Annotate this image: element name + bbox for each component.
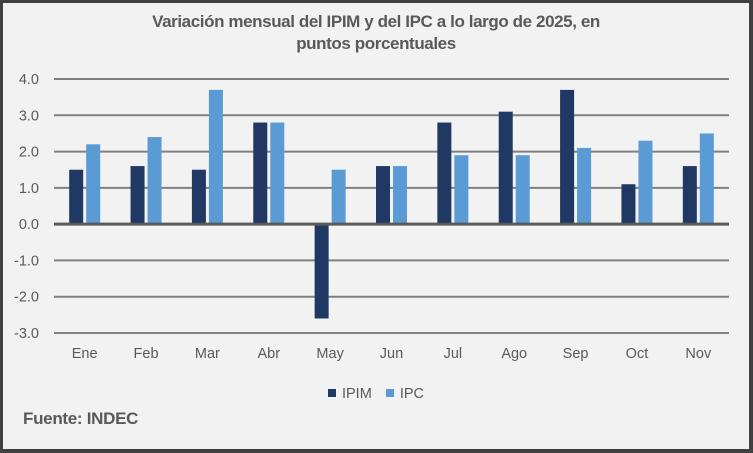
legend-label-ipim: IPIM xyxy=(341,386,372,402)
y-axis-ticks: 4.0 3.0 2.0 1.0 0.0 -1.0 -2.0 -3.0 xyxy=(14,72,39,342)
bar-ipim-sep xyxy=(560,89,575,225)
x-category-label: Mar xyxy=(195,346,220,362)
bar-ipim-jul xyxy=(437,122,452,225)
x-category-label: Jul xyxy=(444,346,463,362)
chart-title: Variación mensual del IPIM y del IPC a l… xyxy=(3,11,749,55)
y-tick-label: 3.0 xyxy=(19,108,39,124)
chart-title-line-2: puntos porcentuales xyxy=(296,34,456,53)
bar-chart: 4.0 3.0 2.0 1.0 0.0 -1.0 -2.0 -3.0 Ene Feb Mar Abr… xyxy=(14,72,729,362)
x-category-label: Nov xyxy=(685,346,712,362)
x-category-label: Abr xyxy=(257,346,280,362)
x-category-label: Ago xyxy=(501,346,527,362)
x-category-label: Feb xyxy=(134,346,159,362)
bar-ipc-ene xyxy=(86,144,101,225)
bar-ipc-abr xyxy=(270,122,285,225)
bar-ipim-feb xyxy=(130,166,145,225)
bar-ipim-oct xyxy=(621,184,636,225)
legend: IPIM IPC xyxy=(3,386,749,402)
bar-ipc-mar xyxy=(208,89,223,225)
bar-ipim-ene xyxy=(69,169,84,225)
bar-ipc-ago xyxy=(515,155,530,225)
x-category-label: May xyxy=(316,346,344,362)
y-tick-label: 4.0 xyxy=(19,72,39,88)
gridlines xyxy=(54,78,729,334)
bar-ipim-abr xyxy=(253,122,268,225)
x-category-label: Jun xyxy=(380,346,403,362)
bar-ipc-jul xyxy=(454,155,469,225)
bar-ipim-ago xyxy=(498,111,513,225)
bar-ipim-mar xyxy=(191,169,206,225)
x-category-label: Ene xyxy=(72,346,98,362)
chart-title-line-1: Variación mensual del IPIM y del IPC a l… xyxy=(152,12,600,31)
bars xyxy=(69,89,714,319)
bar-ipim-jun xyxy=(376,166,390,225)
bar-ipc-nov xyxy=(699,133,714,225)
bar-ipc-sep xyxy=(577,147,592,225)
y-tick-label: 0.0 xyxy=(19,217,39,233)
y-tick-label: 1.0 xyxy=(19,181,39,197)
legend-item-ipim: IPIM xyxy=(327,386,372,402)
legend-swatch-ipc xyxy=(385,389,394,397)
bar-ipc-may xyxy=(331,169,346,225)
y-tick-label: 2.0 xyxy=(19,145,39,161)
bar-ipc-feb xyxy=(147,137,162,225)
x-category-label: Oct xyxy=(626,346,649,362)
bar-ipim-may xyxy=(314,224,329,319)
y-tick-label: -1.0 xyxy=(14,253,39,269)
x-category-label: Sep xyxy=(563,346,589,362)
legend-label-ipc: IPC xyxy=(399,386,424,402)
bar-ipim-nov xyxy=(682,166,697,225)
source-note: Fuente: INDEC xyxy=(23,409,139,428)
x-axis-categories: Ene Feb Mar Abr May Jun Jul Ago Sep Oct Nov xyxy=(72,346,712,362)
bar-ipc-oct xyxy=(638,140,653,225)
bar-ipc-jun xyxy=(393,166,407,225)
y-tick-label: -3.0 xyxy=(14,326,39,342)
legend-swatch-ipim xyxy=(327,389,336,397)
y-tick-label: -2.0 xyxy=(14,290,39,306)
legend-item-ipc: IPC xyxy=(385,386,424,402)
